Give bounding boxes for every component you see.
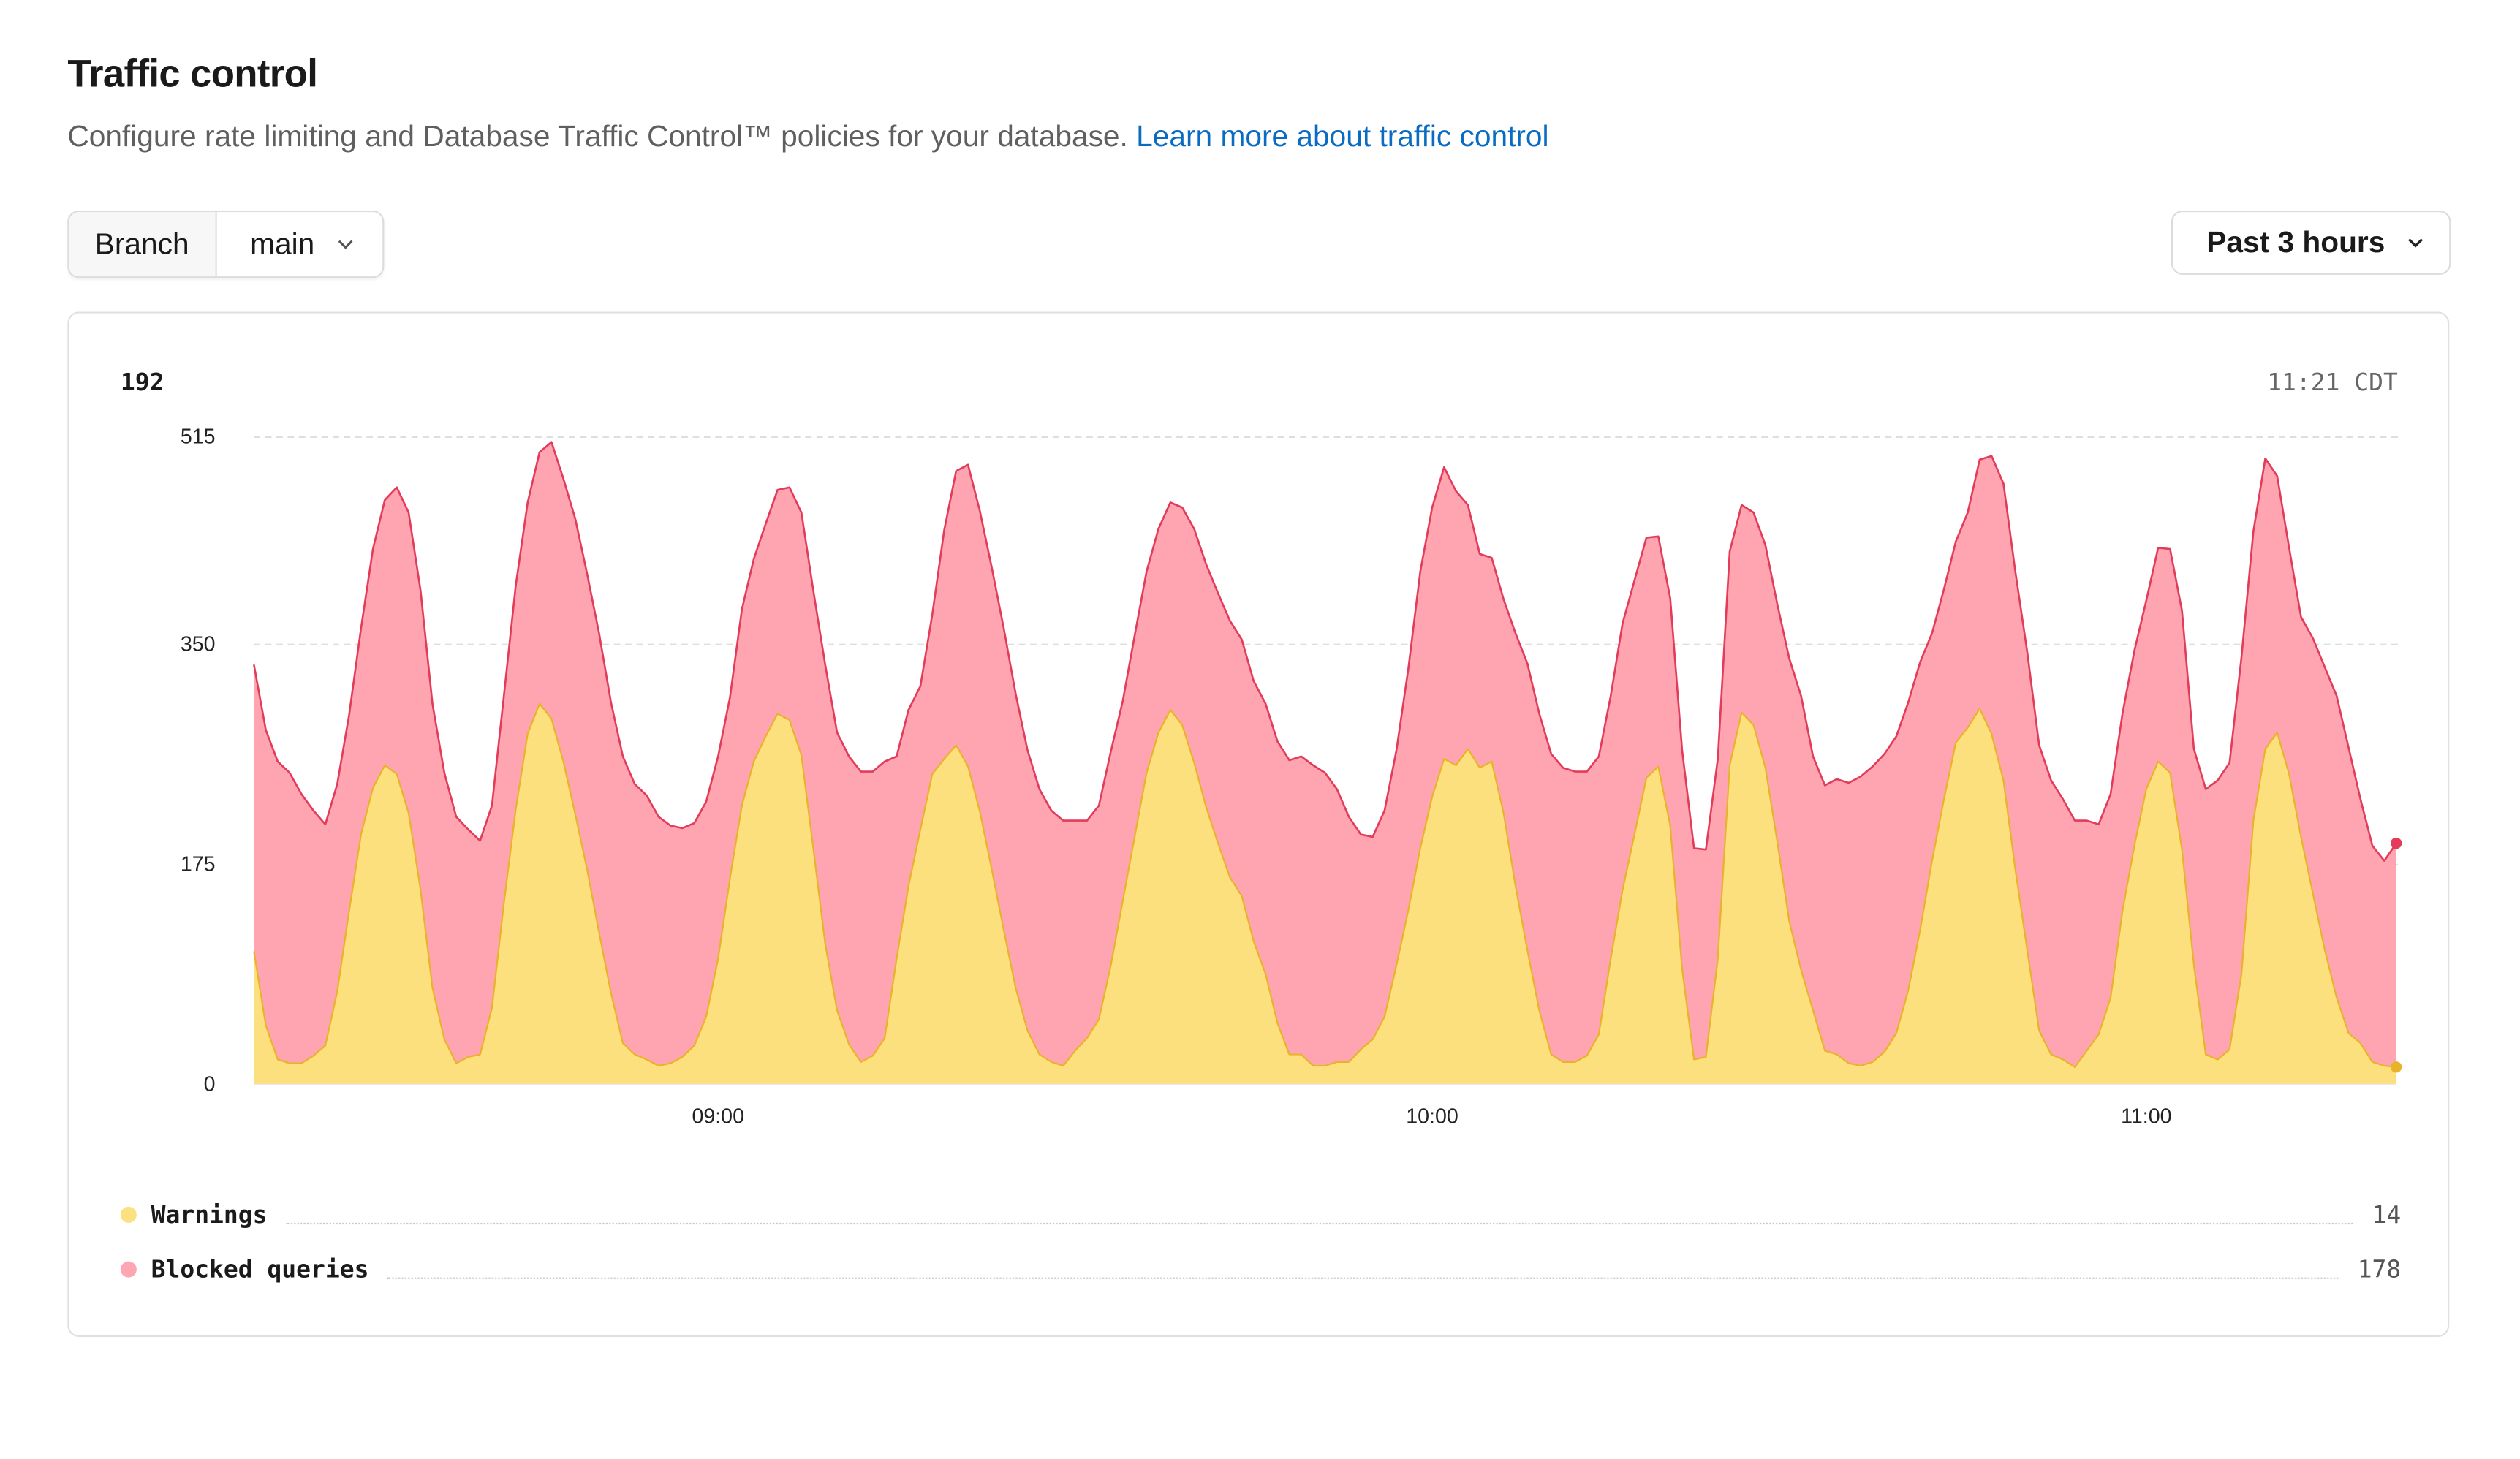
warnings-swatch — [120, 1206, 137, 1223]
y-tick-label: 0 — [204, 1073, 216, 1096]
warnings-area — [254, 703, 2396, 1085]
time-range-value: Past 3 hours — [2206, 224, 2385, 259]
branch-value: main — [250, 226, 315, 261]
blocked-queries-endpoint-marker — [2390, 837, 2402, 849]
y-tick-label: 515 — [181, 425, 216, 449]
page-description: Configure rate limiting and Database Tra… — [67, 119, 1548, 154]
warnings-line — [253, 702, 2396, 1068]
stacked-area-chart[interactable]: 0 175 350 515 09:00 10:00 11:00 — [69, 314, 2451, 1149]
warnings-endpoint-marker — [2390, 1061, 2402, 1073]
legend-value: 178 — [2357, 1254, 2402, 1284]
legend-label: Blocked queries — [151, 1254, 369, 1284]
x-tick-label: 10:00 — [1406, 1105, 1458, 1129]
current-timestamp: 11:21 CDT — [2267, 368, 2398, 397]
branch-selector: Branch main — [67, 210, 384, 278]
blocked-queries-swatch — [120, 1261, 137, 1278]
page-title: Traffic control — [67, 53, 318, 96]
blocked-queries-area — [254, 442, 2396, 1067]
description-text: Configure rate limiting and Database Tra… — [67, 118, 1128, 153]
x-tick-label: 11:00 — [2121, 1105, 2171, 1129]
legend-value: 14 — [2372, 1200, 2402, 1229]
time-range-dropdown[interactable]: Past 3 hours — [2171, 210, 2451, 275]
branch-dropdown[interactable]: main — [216, 212, 382, 277]
learn-more-link[interactable]: Learn more about traffic control — [1136, 118, 1549, 153]
dotted-leader — [387, 1276, 2339, 1278]
blocked-queries-line — [253, 441, 2397, 862]
chevron-down-icon — [338, 240, 352, 249]
dotted-leader — [286, 1221, 2353, 1224]
branch-label: Branch — [69, 212, 216, 277]
chart-card: 192 11:21 CDT 0 175 350 515 09:00 10:00 11:00 … — [67, 311, 2451, 1337]
legend-label: Warnings — [151, 1200, 268, 1229]
y-tick-label: 350 — [181, 633, 216, 656]
x-tick-label: 09:00 — [692, 1105, 743, 1129]
legend-item-warnings[interactable]: Warnings 14 — [120, 1200, 2402, 1229]
y-tick-label: 175 — [181, 853, 216, 876]
current-total-value: 192 — [120, 368, 164, 397]
legend-item-blocked-queries[interactable]: Blocked queries 178 — [120, 1254, 2402, 1284]
chevron-down-icon — [2408, 238, 2423, 248]
